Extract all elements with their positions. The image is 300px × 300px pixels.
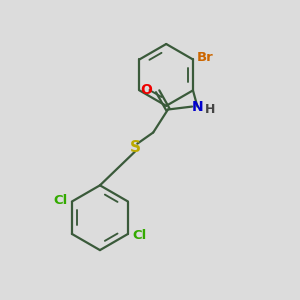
Text: Br: Br	[196, 52, 213, 64]
Text: Cl: Cl	[132, 229, 147, 242]
Text: H: H	[205, 103, 215, 116]
Text: Cl: Cl	[53, 194, 68, 207]
Text: O: O	[140, 83, 152, 97]
Text: N: N	[192, 100, 203, 114]
Text: S: S	[130, 140, 140, 155]
